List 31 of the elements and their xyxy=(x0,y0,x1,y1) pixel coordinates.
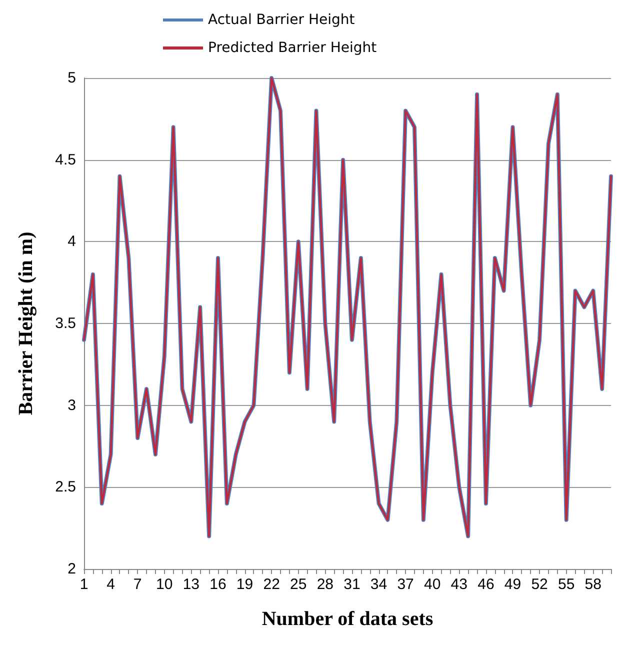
x-tick-label: 19 xyxy=(236,576,254,593)
y-tick-label: 3.5 xyxy=(55,315,76,332)
y-tick-label: 4 xyxy=(68,233,76,250)
x-tick-label: 13 xyxy=(182,576,200,593)
x-tick-label: 43 xyxy=(450,576,468,593)
legend-label: Predicted Barrier Height xyxy=(208,40,378,56)
x-tick-label: 31 xyxy=(344,576,360,593)
y-tick-label: 3 xyxy=(68,396,76,414)
x-tick-label: 52 xyxy=(531,576,548,593)
x-tick-label: 7 xyxy=(133,576,142,593)
y-axis-title: Barrier Height (in m) xyxy=(15,232,37,416)
legend-label: Actual Barrier Height xyxy=(208,12,356,28)
x-tick-label: 46 xyxy=(478,576,494,593)
x-tick-label: 58 xyxy=(584,576,602,593)
x-tick-label: 4 xyxy=(106,576,115,593)
x-tick-label: 25 xyxy=(290,576,307,593)
x-axis-title: Number of data sets xyxy=(262,608,434,630)
y-tick-label: 5 xyxy=(68,70,76,86)
y-tick-label: 4.5 xyxy=(55,151,76,168)
y-tick-label: 2.5 xyxy=(55,478,76,496)
x-tick-label: 10 xyxy=(156,576,173,593)
x-tick-label: 40 xyxy=(424,576,441,593)
x-tick-label: 49 xyxy=(504,576,522,593)
x-tick-label: 22 xyxy=(263,576,280,593)
x-tick-label: 16 xyxy=(210,576,226,593)
x-tick-label: 28 xyxy=(316,576,334,593)
x-tick-label: 1 xyxy=(80,576,88,593)
x-tick-label: 55 xyxy=(558,576,575,593)
x-tick-label: 37 xyxy=(397,576,414,593)
x-tick-label: 34 xyxy=(370,576,388,593)
y-tick-label: 2 xyxy=(68,560,76,578)
